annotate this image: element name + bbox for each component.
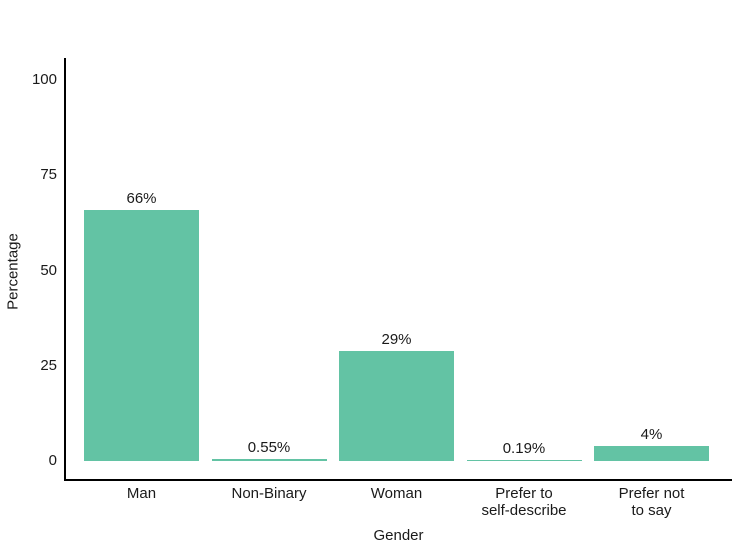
bar [339,350,454,461]
x-axis-title: Gender [373,527,424,544]
bar [466,460,582,461]
bar-value-label: 66% [126,189,157,207]
bar-value-label: 4% [640,425,663,443]
y-axis-spine [64,58,66,481]
x-tick-label: Woman [370,485,423,502]
x-tick-label: Prefer to self-describe [481,485,567,519]
x-axis-spine [64,479,732,481]
x-tick-label: Man [126,485,157,502]
y-tick-label: 50 [40,261,57,279]
bar-value-label: 0.19% [502,440,546,458]
bar [211,458,327,461]
bar-value-label: 29% [381,330,412,348]
bar [594,445,709,461]
y-tick-label: 100 [31,71,57,88]
x-tick-label: Non-Binary [231,485,307,502]
bar [84,209,199,461]
y-tick-label: 75 [40,166,57,184]
y-tick-label: 0 [48,452,57,469]
y-tick-label: 25 [40,356,57,374]
x-tick-label: Prefer not to say [618,485,685,519]
bar-value-label: 0.55% [247,438,291,456]
